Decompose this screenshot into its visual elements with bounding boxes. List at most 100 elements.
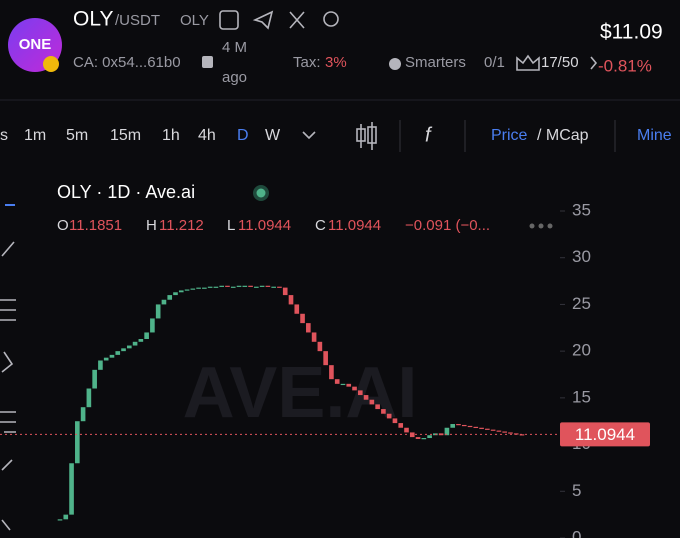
- candle-body: [69, 463, 74, 515]
- price-toggle[interactable]: Price: [491, 127, 528, 144]
- candle-body: [282, 287, 288, 296]
- interval[interactable]: W: [265, 127, 281, 144]
- candle-body: [236, 285, 242, 287]
- candle-body: [352, 386, 357, 391]
- candle-body: [473, 426, 479, 429]
- chart-icon[interactable]: [219, 10, 239, 30]
- candle-body: [311, 332, 317, 342]
- candle-body: [294, 304, 300, 314]
- candle-body: [485, 428, 490, 430]
- candle-body: [92, 369, 97, 389]
- candle-body: [300, 313, 305, 324]
- y-tick-label: 20: [572, 341, 591, 360]
- candle-body: [57, 519, 63, 521]
- indicator-icon[interactable]: [356, 122, 377, 150]
- candle-body: [271, 286, 276, 288]
- interval[interactable]: 1m: [24, 127, 46, 144]
- candle-body: [502, 431, 507, 433]
- more-dots[interactable]: [529, 223, 553, 229]
- candle-body: [363, 395, 369, 400]
- candle-body: [178, 290, 184, 293]
- candle-body: [202, 287, 207, 289]
- candle-body: [519, 434, 525, 436]
- fx-icon[interactable]: f: [425, 124, 433, 146]
- candle-body: [207, 286, 213, 288]
- interval[interactable]: 4h: [198, 127, 216, 144]
- candle-body: [346, 383, 352, 387]
- candle-body: [173, 292, 178, 296]
- candle-body: [248, 285, 253, 287]
- tax: 3%: [325, 54, 347, 71]
- candle-body: [306, 323, 311, 333]
- y-tick-label: 5: [572, 481, 581, 500]
- candle-body: [392, 418, 398, 424]
- plot: 0510152025303511.0944: [0, 200, 650, 538]
- close: 11.0944: [328, 217, 381, 234]
- candle-body: [334, 379, 340, 384]
- candle-body: [427, 435, 432, 439]
- x-icon[interactable]: [289, 11, 305, 29]
- candle-body: [98, 360, 103, 370]
- ticker: OLY: [180, 12, 209, 29]
- logo-text: ONE: [19, 36, 52, 53]
- change-legend: −0.091 (−0...: [405, 217, 490, 234]
- high-label: H: [146, 217, 157, 234]
- high: 11.212: [159, 217, 204, 234]
- candle-body: [190, 288, 196, 290]
- copy-icon[interactable]: [202, 56, 213, 68]
- y-tick-label: 35: [572, 200, 591, 219]
- mine-tab[interactable]: Mine: [637, 127, 672, 144]
- candle-body: [225, 285, 230, 287]
- interval[interactable]: s: [0, 127, 8, 144]
- candle-body: [103, 357, 109, 361]
- mcap-toggle[interactable]: / MCap: [537, 127, 589, 144]
- interval[interactable]: 1h: [162, 127, 180, 144]
- candle-body: [329, 365, 334, 380]
- candle-body: [444, 427, 450, 436]
- candle-body: [323, 351, 328, 366]
- drawing-tools[interactable]: [0, 241, 16, 531]
- age-bottom: ago: [222, 69, 247, 86]
- interval[interactable]: D: [237, 127, 249, 144]
- last-price-box: [560, 422, 650, 447]
- smarters: 0/1: [484, 54, 505, 71]
- chart-title: OLY · 1D · Ave.ai: [57, 182, 195, 202]
- y-tick-label: 25: [572, 294, 591, 313]
- candle-body: [288, 295, 294, 305]
- telegram-icon[interactable]: [252, 10, 274, 30]
- candle-body: [415, 437, 421, 439]
- candle-body: [184, 289, 190, 291]
- search-icon[interactable]: [323, 11, 339, 27]
- candle-body: [86, 388, 92, 408]
- open: 11.1851: [69, 217, 122, 234]
- candle-body: [340, 383, 346, 386]
- candle-body: [369, 399, 375, 405]
- candle-body: [277, 286, 282, 288]
- candle-body: [167, 295, 173, 300]
- smarters-label[interactable]: Smarters: [405, 54, 466, 71]
- chevron[interactable]: [590, 56, 598, 70]
- tax-label: Tax:: [293, 54, 321, 71]
- candle-body: [456, 424, 461, 426]
- candle-body: [80, 407, 86, 422]
- candle-body: [461, 424, 467, 427]
- candle-body: [109, 354, 115, 358]
- interval[interactable]: 15m: [110, 127, 141, 144]
- candle-body: [219, 285, 225, 287]
- candle-body: [161, 299, 167, 305]
- candle-body: [398, 423, 404, 428]
- candle-body: [144, 332, 149, 339]
- dropdown[interactable]: [302, 131, 316, 140]
- candle-body: [409, 432, 415, 438]
- status-dot: [256, 188, 266, 198]
- contract[interactable]: CA: 0x54...61b0: [73, 54, 181, 71]
- holders[interactable]: 17/50: [541, 54, 579, 71]
- y-tick-label: 30: [572, 247, 591, 266]
- candle-body: [508, 432, 513, 434]
- candle-body: [421, 438, 427, 440]
- candle-body: [357, 390, 363, 396]
- interval[interactable]: 5m: [66, 127, 88, 144]
- candle-body: [115, 351, 121, 355]
- pair: /USDT: [115, 12, 160, 29]
